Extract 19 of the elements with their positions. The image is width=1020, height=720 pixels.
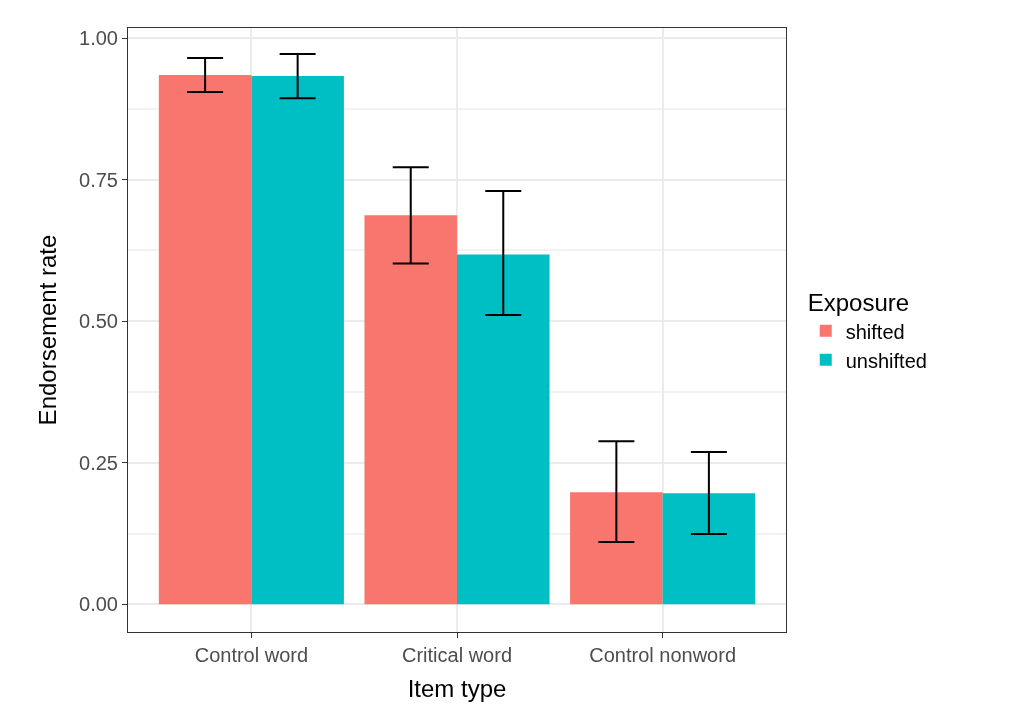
bar <box>364 215 457 605</box>
bar <box>570 492 663 605</box>
bar <box>158 74 252 605</box>
legend-title: Exposure <box>807 289 910 317</box>
bar <box>251 76 344 605</box>
y-tick-label: 0.75 <box>79 168 118 191</box>
bar <box>662 493 756 605</box>
x-tick-label: Control word <box>194 644 309 666</box>
legend-label: unshifted <box>845 349 927 372</box>
legend-label: shifted <box>845 320 905 343</box>
y-tick-label: 0.25 <box>79 451 118 474</box>
y-tick-label: 1.00 <box>79 27 118 50</box>
x-tick-label: Critical word <box>401 644 513 666</box>
x-axis-title: Item type <box>407 675 507 703</box>
x-tick-label: Control nonword <box>589 644 737 666</box>
y-tick-label: 0.50 <box>79 310 118 333</box>
y-tick-label: 0.00 <box>79 593 118 616</box>
bar <box>457 254 550 605</box>
y-axis-title: Endorsement rate <box>34 234 62 426</box>
